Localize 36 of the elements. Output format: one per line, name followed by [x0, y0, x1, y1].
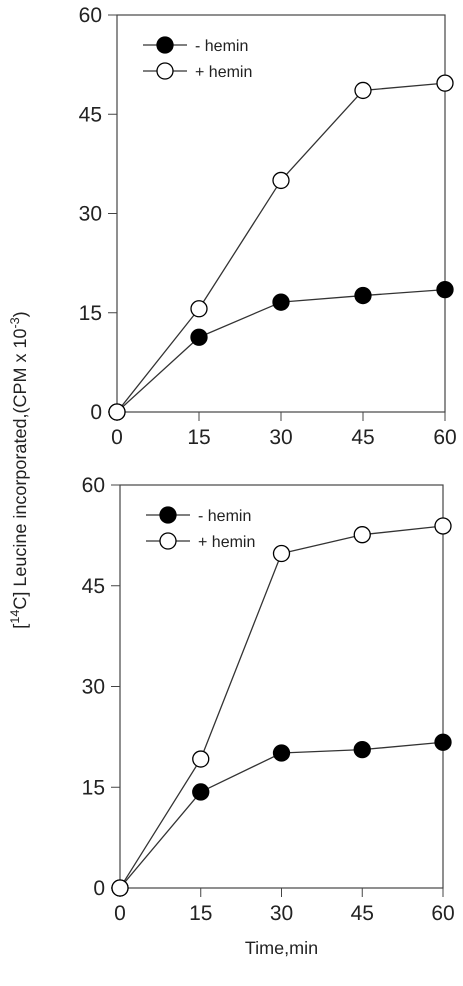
point — [190, 328, 208, 346]
x-tick-label: 15 — [189, 902, 212, 925]
point — [436, 74, 454, 92]
x-tick-label: 45 — [350, 902, 374, 925]
y-tick-label: 45 — [78, 103, 102, 126]
x-tick-label: 0 — [111, 426, 123, 449]
y-tick-label: 0 — [93, 877, 105, 900]
point — [434, 517, 452, 535]
y-tick-label: 0 — [90, 401, 102, 424]
y-tick-label: 60 — [82, 474, 105, 497]
y-tick-label: 45 — [82, 574, 105, 598]
x-axis-title: Time,min — [244, 938, 318, 958]
point — [272, 294, 290, 311]
x-tick-label: 60 — [431, 902, 455, 925]
y-tick-label: 15 — [82, 776, 105, 800]
y-tick-label: 30 — [78, 202, 102, 226]
point — [436, 280, 454, 298]
y-tick-label: 15 — [78, 302, 102, 325]
x-tick-label: 15 — [187, 426, 211, 449]
legend-label: + hemin — [195, 64, 252, 81]
x-tick-label: 30 — [270, 902, 294, 925]
x-tick-label: 30 — [269, 426, 293, 449]
legend-label: - hemin — [198, 508, 252, 525]
y-tick-label: 60 — [78, 4, 102, 27]
x-tick-label: 0 — [114, 902, 126, 925]
y-tick-label: 30 — [82, 676, 105, 698]
legend-label: + hemin — [198, 534, 256, 551]
point — [354, 740, 371, 758]
x-tick-label: 60 — [433, 426, 457, 449]
point — [192, 783, 210, 801]
point — [272, 744, 290, 762]
legend-label: - hemin — [195, 38, 248, 55]
x-tick-label: 45 — [351, 426, 375, 449]
point — [434, 734, 452, 751]
point — [272, 544, 290, 562]
point — [354, 286, 372, 304]
